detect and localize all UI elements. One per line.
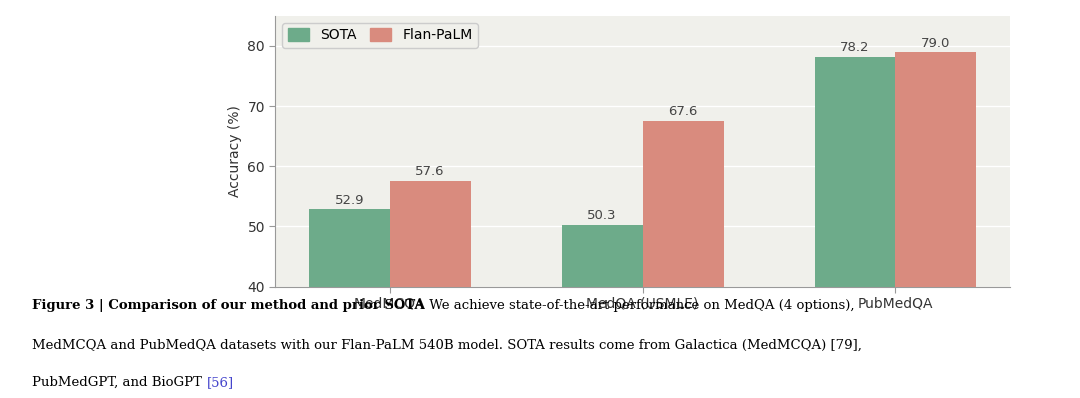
Bar	[309, 209, 390, 398]
Bar	[390, 181, 471, 398]
Text: 57.6: 57.6	[416, 165, 445, 178]
Text: [56]: [56]	[206, 376, 233, 389]
Text: 52.9: 52.9	[335, 193, 364, 207]
Text: 50.3: 50.3	[588, 209, 617, 222]
Bar	[895, 52, 976, 398]
Bar	[562, 224, 643, 398]
Text: 67.6: 67.6	[669, 105, 698, 118]
Y-axis label: Accuracy (%): Accuracy (%)	[228, 105, 242, 197]
Text: 78.2: 78.2	[840, 41, 869, 55]
Bar	[814, 57, 895, 398]
Text: PubMedGPT, and BioGPT: PubMedGPT, and BioGPT	[32, 376, 206, 389]
Text: Figure 3 | Comparison of our method and prior SOTA: Figure 3 | Comparison of our method and …	[32, 299, 426, 312]
Bar	[643, 121, 724, 398]
Text: We achieve state-of-the-art performance on MedQA (4 options),: We achieve state-of-the-art performance …	[426, 299, 854, 312]
Text: 79.0: 79.0	[921, 37, 950, 50]
Legend: SOTA, Flan-PaLM: SOTA, Flan-PaLM	[282, 23, 478, 48]
Text: MedMCQA and PubMedQA datasets with our Flan-PaLM 540B model. SOTA results come f: MedMCQA and PubMedQA datasets with our F…	[32, 339, 862, 352]
